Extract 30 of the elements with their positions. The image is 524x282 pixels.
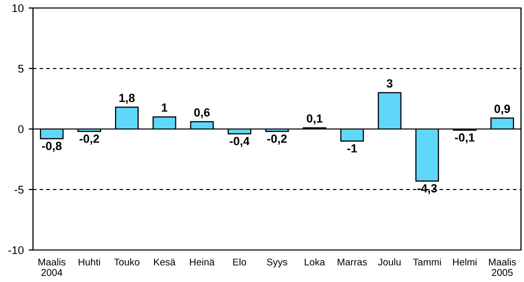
x-tick-label: Maalis 2004 xyxy=(38,258,66,276)
x-tick-label: Touko xyxy=(114,258,140,266)
x-tick-label: Joulu xyxy=(378,258,401,266)
x-tick-label: Syys xyxy=(266,258,288,268)
data-label: -0,2 xyxy=(80,134,100,145)
data-label: -1 xyxy=(347,144,357,152)
y-tick-label: -5 xyxy=(14,186,24,194)
x-tick-label: Heinä xyxy=(190,258,215,266)
data-label: 3 xyxy=(386,79,392,88)
x-tick-label: Huhti xyxy=(78,258,100,266)
x-tick-label: Tammi xyxy=(413,258,441,266)
data-label: 1 xyxy=(162,104,168,112)
x-tick-label: Maalis 2005 xyxy=(488,258,516,276)
data-label: -0,2 xyxy=(267,134,287,145)
data-label: -0,4 xyxy=(230,136,250,147)
x-tick-label: Helmi xyxy=(453,258,476,266)
x-tick-label: Kesä xyxy=(154,258,176,266)
data-label: 1,8 xyxy=(119,94,135,104)
data-label: -0,1 xyxy=(454,133,475,144)
data-label: 0,1 xyxy=(306,114,322,124)
data-label: 0,9 xyxy=(494,104,510,115)
x-tick-label: Loka xyxy=(304,258,326,266)
y-tick-label: -10 xyxy=(8,246,24,254)
x-tick-label: Elo xyxy=(233,258,246,266)
y-tick-label: 5 xyxy=(18,64,24,73)
y-tick-label: 0 xyxy=(18,125,24,134)
data-label: -0,8 xyxy=(42,142,62,152)
x-tick-label: Marras xyxy=(338,258,367,266)
y-tick-label: 10 xyxy=(12,4,24,12)
data-label: 0,6 xyxy=(194,108,210,118)
